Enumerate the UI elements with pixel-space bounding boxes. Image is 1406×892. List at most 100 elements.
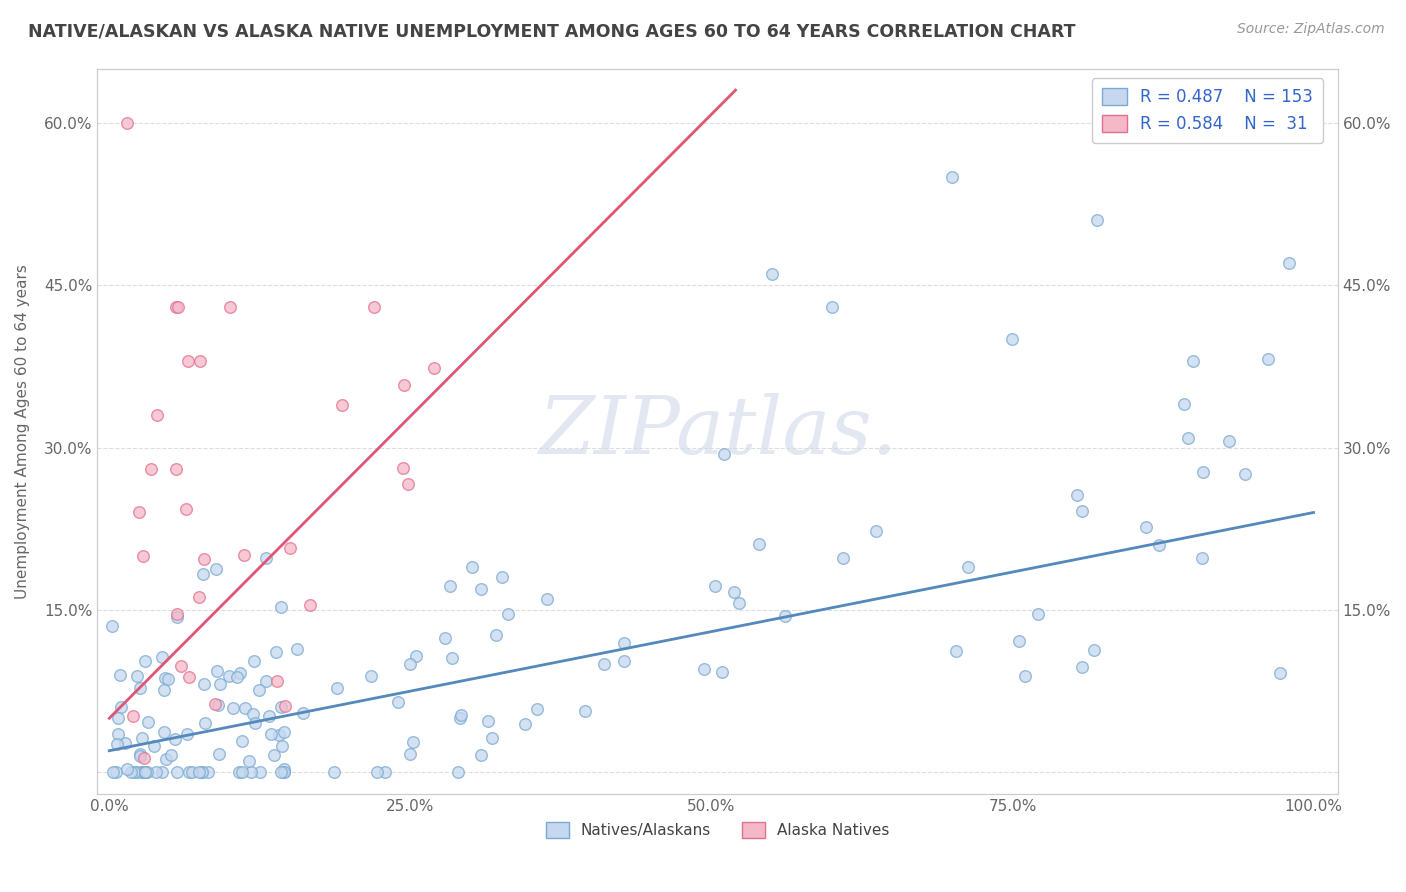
Point — [273, 725, 295, 739]
Point — [205, 562, 228, 576]
Point — [117, 116, 139, 130]
Point — [132, 751, 155, 765]
Point — [120, 765, 142, 780]
Point — [218, 300, 240, 314]
Point — [160, 747, 183, 762]
Point — [513, 716, 536, 731]
Point — [274, 699, 297, 714]
Point — [613, 654, 636, 668]
Point — [398, 477, 420, 491]
Point — [398, 747, 420, 761]
Point — [180, 765, 202, 780]
Point — [127, 668, 149, 682]
Point — [270, 600, 292, 615]
Point — [1008, 634, 1031, 648]
Point — [240, 765, 263, 780]
Point — [821, 300, 844, 314]
Point — [257, 708, 280, 723]
Point — [226, 670, 249, 684]
Point — [945, 644, 967, 658]
Point — [761, 267, 783, 281]
Point — [401, 735, 423, 749]
Point — [470, 582, 492, 596]
Text: Source: ZipAtlas.com: Source: ZipAtlas.com — [1237, 22, 1385, 37]
Text: NATIVE/ALASKAN VS ALASKA NATIVE UNEMPLOYMENT AMONG AGES 60 TO 64 YEARS CORRELATI: NATIVE/ALASKAN VS ALASKA NATIVE UNEMPLOY… — [28, 22, 1076, 40]
Point — [703, 579, 725, 593]
Point — [326, 681, 349, 695]
Point — [450, 707, 472, 722]
Point — [131, 765, 153, 780]
Point — [748, 537, 770, 551]
Point — [1071, 659, 1094, 673]
Point — [254, 551, 277, 566]
Point — [249, 765, 271, 780]
Point — [231, 765, 253, 780]
Point — [865, 524, 887, 538]
Point — [374, 765, 396, 780]
Point — [723, 585, 745, 599]
Point — [773, 609, 796, 624]
Point — [392, 377, 415, 392]
Point — [405, 649, 427, 664]
Point — [165, 731, 187, 746]
Point — [165, 300, 187, 314]
Point — [1135, 520, 1157, 534]
Point — [693, 662, 716, 676]
Point — [285, 642, 308, 657]
Point — [941, 169, 963, 184]
Point — [477, 714, 499, 728]
Point — [270, 765, 292, 780]
Point — [193, 552, 215, 566]
Point — [238, 755, 260, 769]
Point — [363, 300, 385, 314]
Y-axis label: Unemployment Among Ages 60 to 64 years: Unemployment Among Ages 60 to 64 years — [15, 264, 30, 599]
Point — [142, 739, 165, 754]
Point — [273, 765, 295, 780]
Point — [392, 460, 415, 475]
Point — [141, 462, 163, 476]
Point — [710, 665, 733, 680]
Point — [146, 408, 169, 422]
Point — [245, 716, 267, 731]
Point — [832, 551, 855, 566]
Point — [278, 541, 301, 556]
Point — [177, 765, 200, 780]
Point — [191, 765, 214, 780]
Point — [470, 747, 492, 762]
Point — [398, 657, 420, 672]
Point — [574, 704, 596, 718]
Point — [218, 668, 240, 682]
Point — [498, 607, 520, 622]
Point — [273, 762, 295, 776]
Point — [207, 664, 229, 678]
Point — [1085, 213, 1108, 227]
Point — [104, 765, 127, 780]
Point — [441, 651, 464, 665]
Point — [166, 607, 188, 622]
Point — [233, 548, 256, 562]
Point — [174, 502, 197, 516]
Point — [153, 725, 176, 739]
Point — [157, 672, 180, 686]
Point — [155, 752, 177, 766]
Point — [1268, 665, 1291, 680]
Point — [1014, 669, 1036, 683]
Point — [481, 731, 503, 745]
Point — [727, 596, 749, 610]
Point — [330, 399, 353, 413]
Point — [208, 677, 231, 691]
Point — [179, 670, 201, 684]
Point — [360, 669, 382, 683]
Point — [526, 701, 548, 715]
Point — [134, 765, 156, 780]
Point — [187, 590, 209, 604]
Point — [136, 765, 159, 780]
Point — [1177, 431, 1199, 445]
Point — [122, 708, 145, 723]
Point — [170, 659, 193, 673]
Point — [145, 765, 167, 780]
Point — [1001, 332, 1024, 346]
Point — [231, 733, 253, 747]
Point — [132, 549, 155, 563]
Point — [129, 681, 152, 695]
